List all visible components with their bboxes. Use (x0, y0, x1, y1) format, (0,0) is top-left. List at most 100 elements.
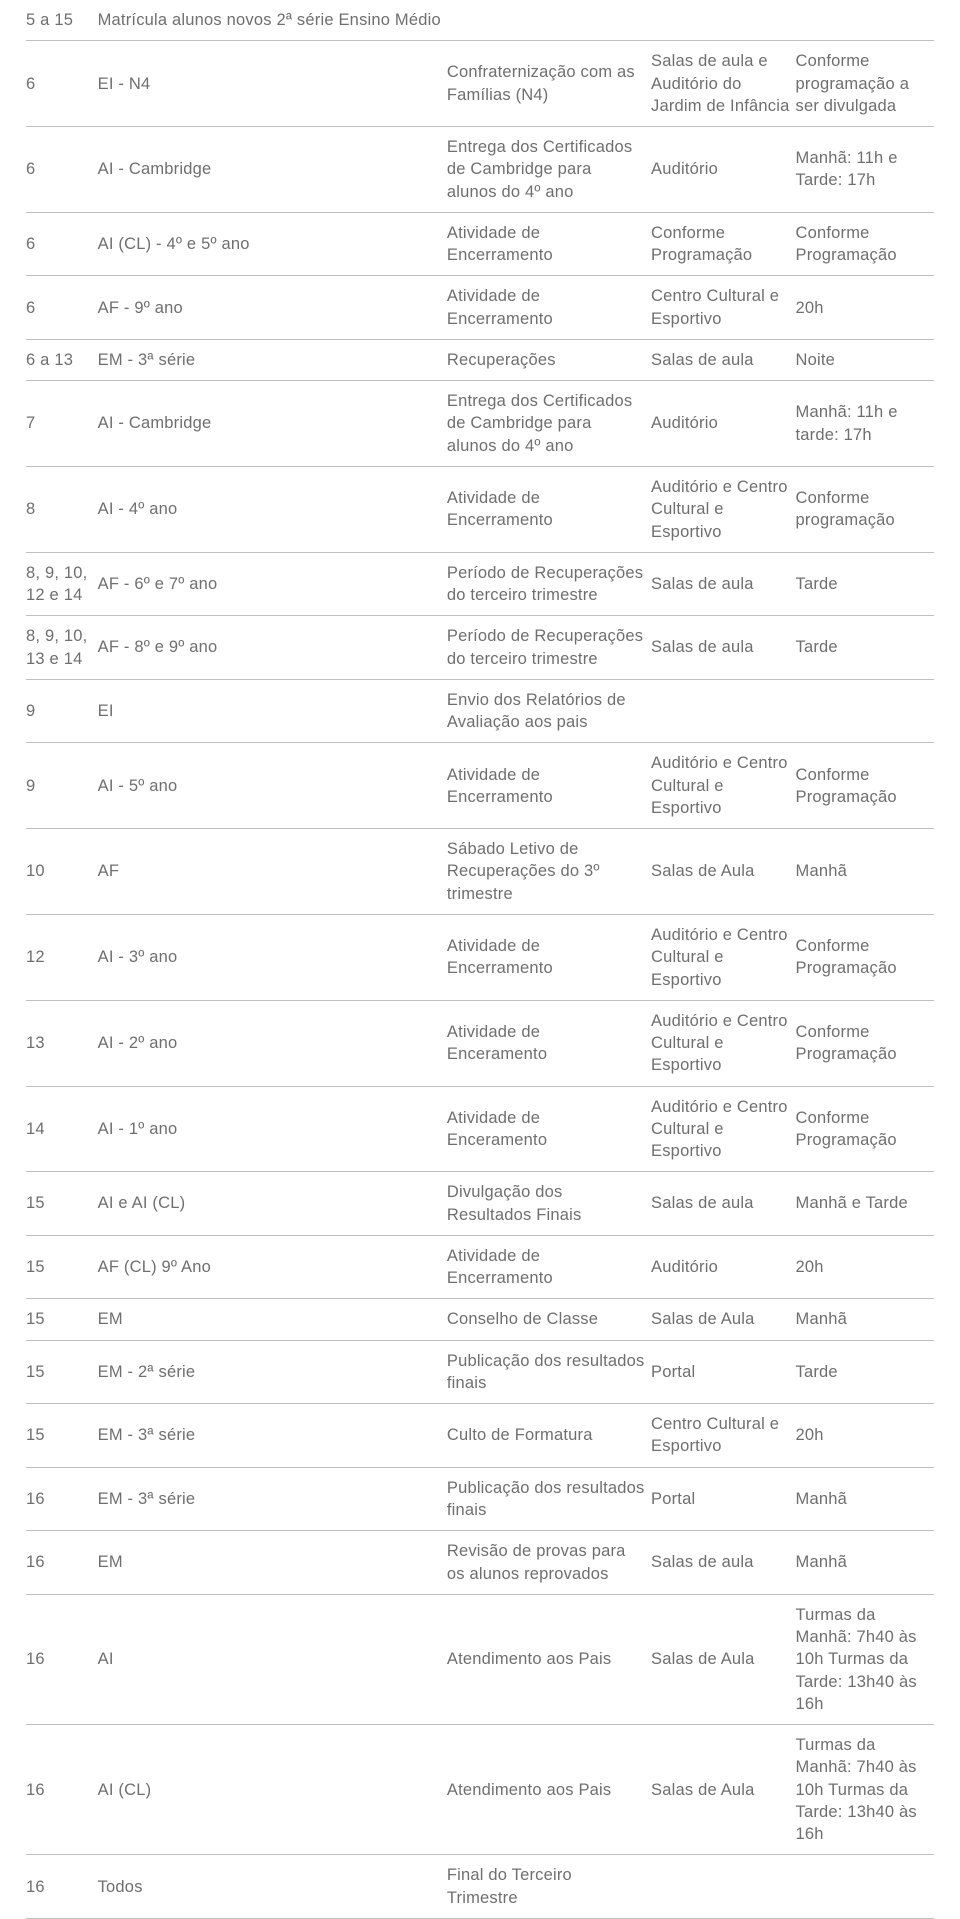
table-row: 13AI - 2º anoAtividade de EnceramentoAud… (26, 1000, 934, 1086)
table-row: 9EIEnvio dos Relatórios de Avaliação aos… (26, 679, 934, 743)
table-cell: 16 (26, 1594, 98, 1724)
table-cell: Atividade de Encerramento (447, 914, 651, 1000)
table-cell: Salas de Aula (651, 1594, 795, 1724)
table-cell: Centro Cultural e Esportivo (651, 1404, 795, 1468)
table-row: 6AI - CambridgeEntrega dos Certificados … (26, 127, 934, 213)
table-cell: 15 (26, 1340, 98, 1404)
table-cell: Tarde (796, 1340, 935, 1404)
table-cell: AF - 8º e 9º ano (98, 616, 447, 680)
table-cell: Entrega dos Certificados de Cambridge pa… (447, 127, 651, 213)
table-cell: 16 (26, 1855, 98, 1919)
table-cell: Publicação dos resultados finais (447, 1467, 651, 1531)
table-cell: 15 (26, 1404, 98, 1468)
table-cell: Manhã: 11h e tarde: 17h (796, 381, 935, 467)
table-row: 6EI - N4Confraternização com as Famílias… (26, 41, 934, 127)
table-row: 9AI - 5º anoAtividade de EncerramentoAud… (26, 743, 934, 829)
table-cell: 9 (26, 679, 98, 743)
table-cell: 8, 9, 10, 12 e 14 (26, 552, 98, 616)
table-cell: Culto de Formatura (447, 1404, 651, 1468)
table-cell: EM - 2ª série (98, 1340, 447, 1404)
table-row: 8, 9, 10, 12 e 14AF - 6º e 7º anoPeríodo… (26, 552, 934, 616)
table-cell: 20h (796, 1404, 935, 1468)
table-cell: 6 (26, 127, 98, 213)
table-row: 15AI e AI (CL)Divulgação dos Resultados … (26, 1172, 934, 1236)
table-cell: Auditório e Centro Cultural e Esportivo (651, 743, 795, 829)
table-cell: Auditório (651, 1235, 795, 1299)
table-row: 14AI - 1º anoAtividade de EnceramentoAud… (26, 1086, 934, 1172)
table-cell: EM - 3ª série (98, 1404, 447, 1468)
table-cell (651, 679, 795, 743)
table-cell: Auditório (651, 381, 795, 467)
table-cell: Salas de aula (651, 552, 795, 616)
table-cell: Período de Recuperações do terceiro trim… (447, 616, 651, 680)
table-cell: Tarde (796, 616, 935, 680)
table-cell: AF - 6º e 7º ano (98, 552, 447, 616)
table-cell: Manhã (796, 1467, 935, 1531)
table-cell: Atividade de Encerramento (447, 276, 651, 340)
table-cell: AI - Cambridge (98, 127, 447, 213)
table-cell: Conforme Programação (796, 1086, 935, 1172)
table-cell: AI (CL) (98, 1725, 447, 1855)
table-cell: Todos (98, 1855, 447, 1919)
table-cell: Turmas da Manhã: 7h40 às 10h Turmas da T… (796, 1594, 935, 1724)
table-cell: 6 a 13 (26, 339, 98, 380)
table-cell: Auditório (651, 127, 795, 213)
table-row: 12AI - 3º anoAtividade de EncerramentoAu… (26, 914, 934, 1000)
table-cell: 20h (796, 276, 935, 340)
table-cell: Revisão de provas para os alunos reprova… (447, 1531, 651, 1595)
table-row: 5 a 15Matrícula alunos novos 2ª série En… (26, 0, 934, 41)
table-row: 16TodosFinal do Terceiro Trimestre (26, 1855, 934, 1919)
table-cell: Salas de aula (651, 616, 795, 680)
table-cell: AF - 9º ano (98, 276, 447, 340)
table-cell: Noite (796, 339, 935, 380)
table-cell: Conforme programação (796, 466, 935, 552)
table-cell: Atividade de Enceramento (447, 1086, 651, 1172)
table-cell: Salas de aula (651, 1172, 795, 1236)
table-cell: Manhã (796, 1531, 935, 1595)
table-row: 8AI - 4º anoAtividade de EncerramentoAud… (26, 466, 934, 552)
table-cell: Portal (651, 1467, 795, 1531)
table-cell: 16 (26, 1725, 98, 1855)
table-cell: AI (98, 1594, 447, 1724)
table-cell: EM (98, 1299, 447, 1340)
table-cell: AI - 4º ano (98, 466, 447, 552)
table-cell: 7 (26, 381, 98, 467)
table-cell: 15 (26, 1235, 98, 1299)
table-row: 6 a 13EM - 3ª sérieRecuperaçõesSalas de … (26, 339, 934, 380)
table-cell: 12 (26, 914, 98, 1000)
table-cell: Auditório e Centro Cultural e Esportivo (651, 466, 795, 552)
table-cell: Conforme Programação (796, 743, 935, 829)
table-cell: Atendimento aos Pais (447, 1594, 651, 1724)
table-cell (651, 1855, 795, 1919)
table-cell: Sábado Letivo de Recuperações do 3º trim… (447, 829, 651, 915)
table-cell: Conforme programação a ser divulgada (796, 41, 935, 127)
table-row: 16EMRevisão de provas para os alunos rep… (26, 1531, 934, 1595)
table-cell: Salas de Aula (651, 829, 795, 915)
table-cell: Portal (651, 1340, 795, 1404)
table-cell (796, 0, 935, 41)
table-cell: Atividade de Enceramento (447, 1000, 651, 1086)
table-cell: Final do Terceiro Trimestre (447, 1855, 651, 1919)
table-cell: Auditório e Centro Cultural e Esportivo (651, 1000, 795, 1086)
table-cell: AI - 5º ano (98, 743, 447, 829)
table-cell: Atividade de Encerramento (447, 743, 651, 829)
table-cell: EM - 3ª série (98, 1467, 447, 1531)
table-cell: 8 (26, 466, 98, 552)
table-cell: Recuperações (447, 339, 651, 380)
table-cell: Atividade de Encerramento (447, 212, 651, 276)
table-cell: EI (98, 679, 447, 743)
schedule-table: 5 a 15Matrícula alunos novos 2ª série En… (26, 0, 934, 1919)
table-cell: EI - N4 (98, 41, 447, 127)
table-cell: Conselho de Classe (447, 1299, 651, 1340)
table-cell: 9 (26, 743, 98, 829)
table-cell: 14 (26, 1086, 98, 1172)
table-cell: 16 (26, 1467, 98, 1531)
table-cell: AI - Cambridge (98, 381, 447, 467)
table-cell: Atividade de Encerramento (447, 1235, 651, 1299)
table-cell: 15 (26, 1172, 98, 1236)
table-cell: 20h (796, 1235, 935, 1299)
table-cell: Envio dos Relatórios de Avaliação aos pa… (447, 679, 651, 743)
table-cell: Atendimento aos Pais (447, 1725, 651, 1855)
table-cell: 5 a 15 (26, 0, 98, 41)
table-cell: Auditório e Centro Cultural e Esportivo (651, 914, 795, 1000)
